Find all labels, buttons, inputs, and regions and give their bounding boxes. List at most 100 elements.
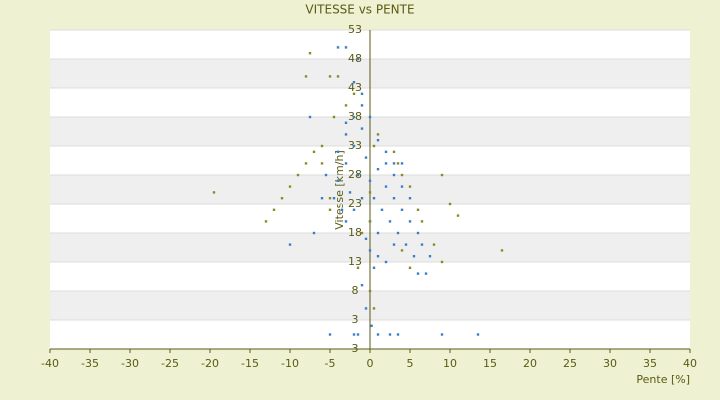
scatter-point [392, 243, 396, 246]
scatter-point [288, 243, 292, 246]
scatter-point [364, 307, 368, 310]
scatter-point [332, 115, 336, 119]
scatter-point [304, 162, 308, 165]
scatter-point [336, 150, 340, 153]
y-tick-label: 3 [352, 313, 359, 326]
x-tick-label: -15 [241, 357, 259, 370]
scatter-point [264, 220, 268, 223]
scatter-point [376, 231, 380, 235]
scatter-point [272, 208, 276, 211]
scatter-point [416, 231, 420, 235]
scatter-point [384, 150, 388, 153]
x-tick-label: -5 [325, 357, 336, 370]
scatter-point [356, 333, 360, 336]
scatter-point [288, 185, 292, 188]
x-tick-label: -30 [121, 357, 139, 370]
scatter-point [368, 249, 372, 252]
chart-title: VITESSE vs PENTE [305, 3, 414, 17]
scatter-point [344, 46, 348, 49]
scatter-point [372, 144, 376, 148]
scatter-point [372, 197, 376, 200]
scatter-point [328, 333, 332, 336]
scatter-point [408, 266, 412, 269]
scatter-point [360, 231, 364, 235]
y-tick-label: 53 [348, 23, 362, 36]
y-tick-label: 23 [348, 197, 362, 210]
scatter-point [320, 144, 324, 148]
scatter-point [368, 191, 372, 194]
scatter-point [296, 173, 300, 177]
scatter-point [376, 168, 380, 171]
scatter-point [356, 266, 360, 269]
scatter-point [500, 249, 504, 252]
scatter-point [336, 179, 340, 182]
scatter-point [376, 333, 380, 336]
scatter-point [448, 202, 452, 206]
scatter-point [320, 162, 324, 165]
y-tick-label: 8 [352, 284, 359, 297]
scatter-point [360, 127, 364, 130]
scatter-point [420, 243, 424, 246]
scatter-point [380, 208, 384, 211]
x-tick-label: 15 [483, 357, 497, 370]
scatter-point [356, 173, 360, 177]
scatter-point [352, 81, 356, 84]
scatter-point [364, 156, 368, 159]
scatter-point [372, 307, 376, 310]
scatter-point [340, 208, 344, 211]
x-tick-label: 40 [683, 357, 697, 370]
scatter-point [384, 185, 388, 188]
scatter-point [308, 52, 312, 55]
x-tick-label: -40 [41, 357, 59, 370]
scatter-point [396, 162, 400, 165]
scatter-point [336, 75, 340, 78]
x-tick-label: 25 [563, 357, 577, 370]
scatter-point [400, 185, 404, 188]
scatter-point [352, 144, 356, 148]
scatter-point [368, 179, 372, 182]
scatter-point [476, 333, 480, 336]
y-tick-label: 28 [348, 168, 362, 181]
scatter-point [392, 197, 396, 200]
scatter-point [384, 260, 388, 264]
x-tick-label: 5 [407, 357, 414, 370]
y-tick-label: 18 [348, 226, 362, 239]
scatter-point [432, 243, 436, 246]
x-tick-label: -20 [201, 357, 219, 370]
scatter-point [312, 150, 316, 153]
y-tick-label: 13 [348, 255, 362, 268]
scatter-point [344, 220, 348, 223]
y-tick-label: 48 [348, 52, 362, 65]
x-tick-label: 30 [603, 357, 617, 370]
scatter-point [360, 284, 364, 287]
scatter-point [328, 197, 332, 200]
scatter-point [352, 92, 356, 95]
scatter-point [440, 333, 444, 336]
scatter-point [372, 266, 376, 269]
scatter-point [328, 75, 332, 78]
scatter-point [360, 104, 364, 107]
scatter-point [400, 162, 404, 165]
scatter-point [400, 208, 404, 211]
scatter-point [360, 92, 364, 95]
scatter-point [348, 191, 352, 194]
y-axis-title: Vitesse [km/h] [333, 150, 346, 230]
scatter-point [344, 133, 348, 136]
scatter-point [440, 260, 444, 264]
scatter-point [384, 162, 388, 165]
scatter-point [364, 237, 368, 240]
scatter-point [400, 173, 404, 177]
x-tick-label: -35 [81, 357, 99, 370]
scatter-point [376, 255, 380, 258]
scatter-point [356, 57, 360, 61]
scatter-point [370, 324, 373, 327]
scatter-point [344, 104, 348, 107]
scatter-point [412, 255, 416, 258]
scatter-point [424, 272, 428, 275]
scatter-point [304, 75, 308, 78]
scatter-point [336, 46, 340, 49]
scatter-point [416, 208, 420, 211]
scatter-point [308, 115, 312, 119]
scatter-point [388, 220, 392, 223]
